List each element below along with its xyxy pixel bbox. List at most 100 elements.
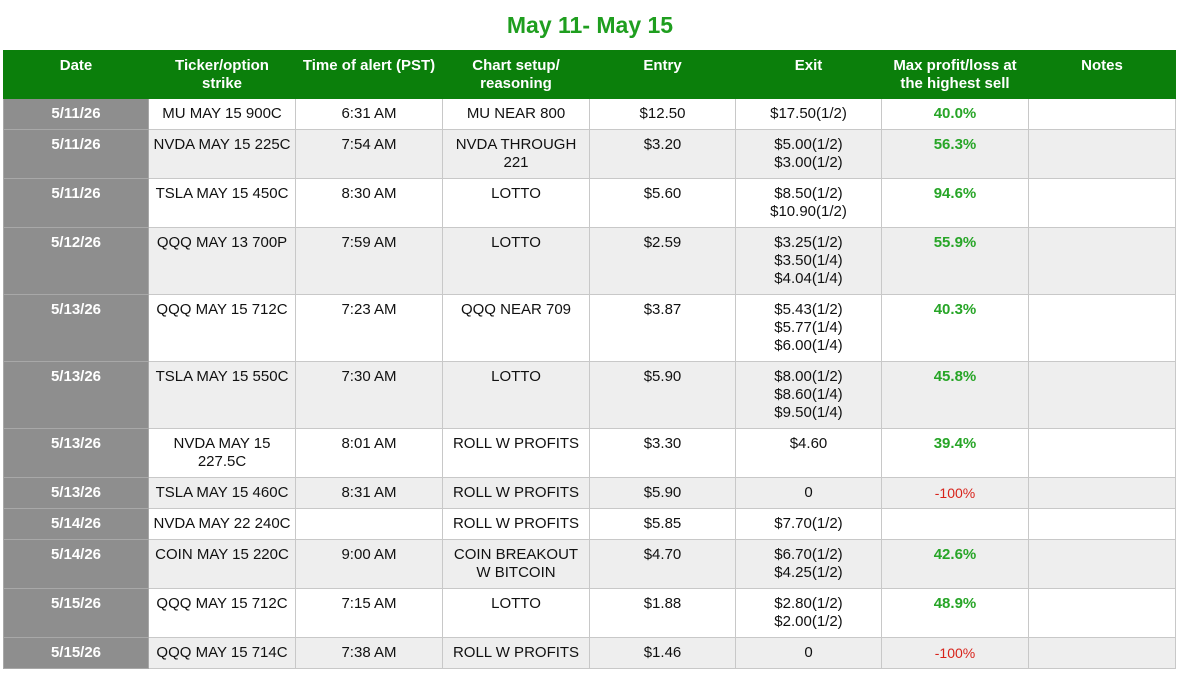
- date-cell: 5/11/26: [3, 98, 149, 130]
- setup-cell: ROLL W PROFITS: [442, 477, 590, 509]
- setup-cell: QQQ NEAR 709: [442, 294, 590, 362]
- notes-cell: [1028, 294, 1176, 362]
- exit-line: $5.43(1/2): [774, 301, 843, 318]
- result-cell: 55.9%: [881, 227, 1029, 295]
- ticker-cell: NVDA MAY 22 240C: [148, 508, 296, 540]
- date-cell: 5/11/26: [3, 178, 149, 228]
- date-cell: 5/12/26: [3, 227, 149, 295]
- table-row: 5/13/26 QQQ MAY 15 712C 7:23 AM QQQ NEAR 70…: [3, 294, 1176, 362]
- date-cell: 5/14/26: [3, 508, 149, 540]
- setup-cell: LOTTO: [442, 178, 590, 228]
- exit-line: $6.70(1/2): [774, 546, 843, 563]
- notes-cell: [1028, 227, 1176, 295]
- exit-line: $8.50(1/2): [774, 185, 843, 202]
- notes-cell: [1028, 129, 1176, 179]
- column-header: Notes: [1028, 50, 1176, 99]
- table-row: 5/13/26 TSLA MAY 15 460C 8:31 AM ROLL W PRO…: [3, 477, 1176, 509]
- result-cell: 94.6%: [881, 178, 1029, 228]
- date-cell: 5/15/26: [3, 588, 149, 638]
- table-body: 5/11/26 MU MAY 15 900C 6:31 AM MU NEAR 800 $…: [3, 98, 1176, 669]
- setup-cell: ROLL W PROFITS: [442, 508, 590, 540]
- exit-cell: $6.70(1/2) $4.25(1/2): [735, 539, 882, 589]
- entry-cell: $4.70: [589, 539, 736, 589]
- notes-cell: [1028, 508, 1176, 540]
- column-header: Exit: [735, 50, 882, 99]
- notes-cell: [1028, 539, 1176, 589]
- ticker-cell: QQQ MAY 15 714C: [148, 637, 296, 669]
- date-cell: 5/13/26: [3, 428, 149, 478]
- ticker-cell: QQQ MAY 13 700P: [148, 227, 296, 295]
- column-header: Ticker/option strike: [148, 50, 296, 99]
- exit-line: $8.00(1/2): [774, 368, 843, 385]
- column-header: Max profit/loss at the highest sell: [881, 50, 1029, 99]
- exit-cell: $4.60: [735, 428, 882, 478]
- exit-cell: $8.00(1/2) $8.60(1/4) $9.50(1/4): [735, 361, 882, 429]
- exit-line: $3.25(1/2): [774, 234, 843, 251]
- time-cell: 7:30 AM: [295, 361, 443, 429]
- setup-cell: ROLL W PROFITS: [442, 637, 590, 669]
- exit-cell: 0: [735, 477, 882, 509]
- exit-cell: $17.50(1/2): [735, 98, 882, 130]
- time-cell: 8:01 AM: [295, 428, 443, 478]
- date-cell: 5/15/26: [3, 637, 149, 669]
- result-cell: 45.8%: [881, 361, 1029, 429]
- entry-cell: $2.59: [589, 227, 736, 295]
- result-cell: 39.4%: [881, 428, 1029, 478]
- setup-cell: ROLL W PROFITS: [442, 428, 590, 478]
- entry-cell: $3.20: [589, 129, 736, 179]
- entry-cell: $5.90: [589, 361, 736, 429]
- exit-line: $5.77(1/4): [774, 319, 843, 336]
- result-cell: 40.0%: [881, 98, 1029, 130]
- result-cell: [881, 508, 1029, 540]
- result-cell: -100%: [881, 477, 1029, 509]
- result-cell: -100%: [881, 637, 1029, 669]
- exit-line: $4.60: [789, 435, 828, 452]
- setup-cell: MU NEAR 800: [442, 98, 590, 130]
- table-row: 5/15/26 QQQ MAY 15 714C 7:38 AM ROLL W PROF…: [3, 637, 1176, 669]
- table-row: 5/11/26 NVDA MAY 15 225C 7:54 AM NVDA THROU…: [3, 129, 1176, 179]
- exit-cell: $5.43(1/2) $5.77(1/4) $6.00(1/4): [735, 294, 882, 362]
- entry-cell: $5.90: [589, 477, 736, 509]
- trades-table: Date Ticker/option strike Time of alert (P…: [3, 50, 1176, 669]
- notes-cell: [1028, 178, 1176, 228]
- table-row: 5/15/26 QQQ MAY 15 712C 7:15 AM LOTTO $1.88 $…: [3, 588, 1176, 638]
- result-cell: 48.9%: [881, 588, 1029, 638]
- time-cell: 7:15 AM: [295, 588, 443, 638]
- exit-line: $7.70(1/2): [774, 515, 843, 532]
- result-cell: 56.3%: [881, 129, 1029, 179]
- date-cell: 5/14/26: [3, 539, 149, 589]
- date-cell: 5/13/26: [3, 477, 149, 509]
- exit-line: $3.00(1/2): [774, 154, 843, 171]
- table-row: 5/12/26 QQQ MAY 13 700P 7:59 AM LOTTO $2.59 $…: [3, 227, 1176, 295]
- exit-cell: 0: [735, 637, 882, 669]
- time-cell: 7:59 AM: [295, 227, 443, 295]
- date-cell: 5/13/26: [3, 294, 149, 362]
- notes-cell: [1028, 637, 1176, 669]
- ticker-cell: TSLA MAY 15 550C: [148, 361, 296, 429]
- notes-cell: [1028, 98, 1176, 130]
- exit-line: $4.25(1/2): [774, 564, 843, 581]
- notes-cell: [1028, 361, 1176, 429]
- time-cell: 8:31 AM: [295, 477, 443, 509]
- ticker-cell: COIN MAY 15 220C: [148, 539, 296, 589]
- entry-cell: $3.30: [589, 428, 736, 478]
- setup-cell: NVDA THROUGH 221: [442, 129, 590, 179]
- exit-line: $9.50(1/4): [774, 404, 843, 421]
- exit-line: $3.50(1/4): [774, 252, 843, 269]
- exit-line: $5.00(1/2): [774, 136, 843, 153]
- table-row: 5/13/26 TSLA MAY 15 550C 7:30 AM LOTTO $5.90…: [3, 361, 1176, 429]
- ticker-cell: NVDA MAY 15 225C: [148, 129, 296, 179]
- column-header: Entry: [589, 50, 736, 99]
- entry-cell: $5.85: [589, 508, 736, 540]
- time-cell: 7:54 AM: [295, 129, 443, 179]
- time-cell: 7:23 AM: [295, 294, 443, 362]
- entry-cell: $3.87: [589, 294, 736, 362]
- setup-cell: COIN BREAKOUT W BITCOIN: [442, 539, 590, 589]
- ticker-cell: QQQ MAY 15 712C: [148, 588, 296, 638]
- exit-line: $10.90(1/2): [770, 203, 847, 220]
- setup-cell: LOTTO: [442, 588, 590, 638]
- table-row: 5/14/26 NVDA MAY 22 240C ROLL W PROFITS $5.…: [3, 508, 1176, 540]
- table-row: 5/13/26 NVDA MAY 15 227.5C 8:01 AM ROLL W P…: [3, 428, 1176, 478]
- time-cell: 7:38 AM: [295, 637, 443, 669]
- table-row: 5/14/26 COIN MAY 15 220C 9:00 AM COIN BREAK…: [3, 539, 1176, 589]
